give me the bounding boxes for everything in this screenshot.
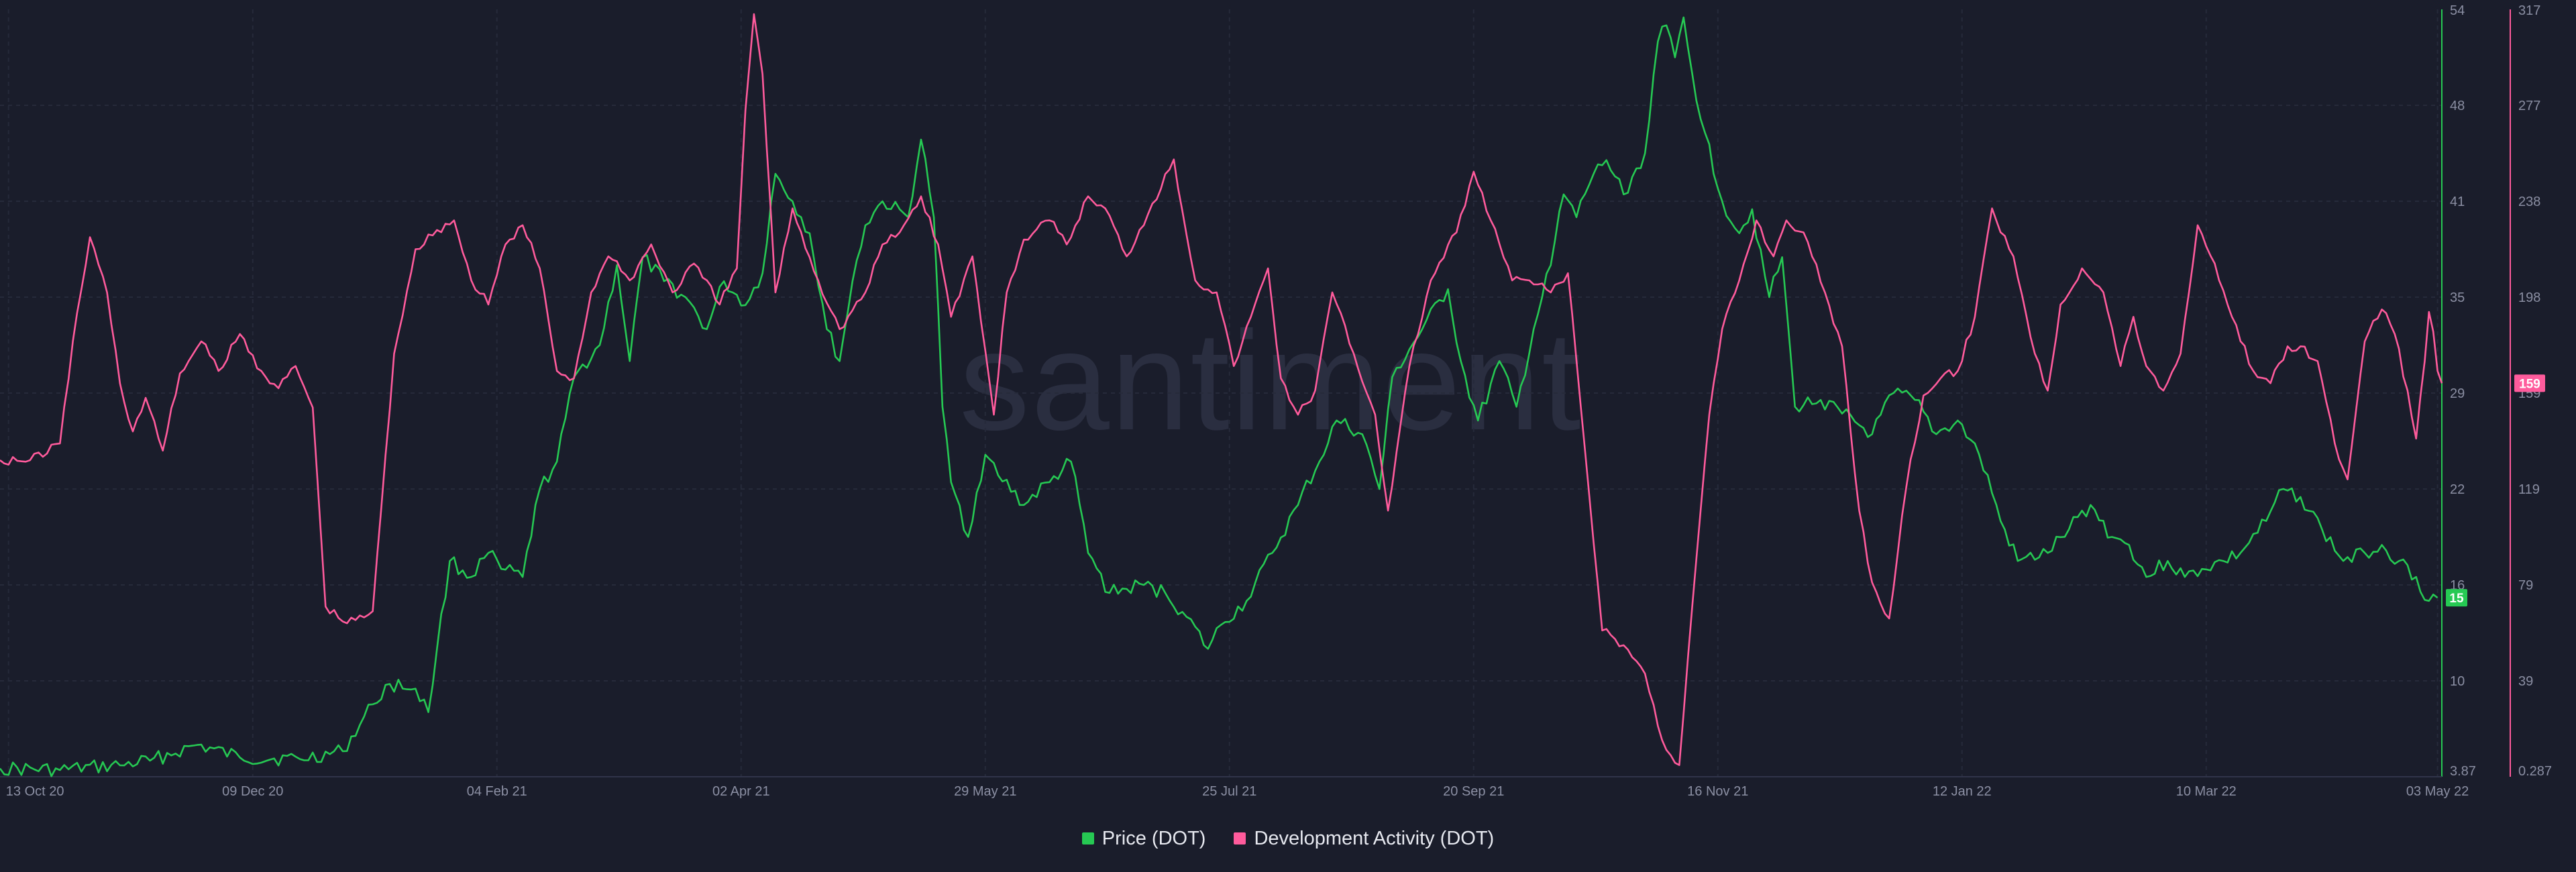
legend-label-dev-activity: Development Activity (DOT) xyxy=(1254,827,1495,849)
price-swatch-icon xyxy=(1081,832,1094,844)
price-axis-tick-label: 35 xyxy=(2450,290,2465,305)
price-axis-tick-label: 48 xyxy=(2450,99,2465,113)
price-axis-tick-label: 10 xyxy=(2450,674,2465,689)
dev-axis-tick-label: 238 xyxy=(2518,195,2540,209)
price-axis-tick-label: 22 xyxy=(2450,482,2465,497)
price-axis-tick-label: 54 xyxy=(2450,3,2465,18)
dev-axis-tick-label: 317 xyxy=(2518,3,2540,18)
price-axis-tick-label: 41 xyxy=(2450,195,2465,209)
dev-axis-tick-label: 277 xyxy=(2518,99,2540,113)
dev-axis-tick-label: 39 xyxy=(2518,674,2533,689)
x-axis-tick-label: 03 May 22 xyxy=(2406,784,2469,799)
current-value-badges: 15 159 xyxy=(2446,374,2545,607)
x-axis-tick-label: 29 May 21 xyxy=(954,784,1016,799)
x-axis-tick-label: 12 Jan 22 xyxy=(1933,784,1992,799)
x-axis-tick-label: 10 Mar 22 xyxy=(2176,784,2237,799)
dev-activity-swatch-icon xyxy=(1234,832,1246,844)
x-axis-tick-label: 09 Dec 20 xyxy=(222,784,283,799)
santiment-watermark: santiment xyxy=(959,302,1582,459)
legend-label-price: Price (DOT) xyxy=(1102,827,1206,849)
legend: Price (DOT) Development Activity (DOT) xyxy=(0,825,2576,852)
dev-axis-tick-label: 0.287 xyxy=(2518,764,2552,779)
x-axis-tick-label: 13 Oct 20 xyxy=(6,784,64,799)
price-axis-tick-label: 3.87 xyxy=(2450,764,2476,779)
dev-activity-current-value: 159 xyxy=(2519,377,2540,391)
grid-lines xyxy=(0,9,2442,777)
tick-labels: 54484135292216103.8731727723819815911979… xyxy=(6,3,2552,799)
price-current-value: 15 xyxy=(2449,592,2464,606)
legend-item-dev-activity[interactable]: Development Activity (DOT) xyxy=(1234,828,1494,850)
dev-activity-current-badge xyxy=(2514,374,2545,392)
dev-axis-tick-label: 119 xyxy=(2518,482,2540,497)
legend-item-price[interactable]: Price (DOT) xyxy=(1081,827,1206,850)
x-axis-tick-label: 16 Nov 21 xyxy=(1687,784,1748,799)
x-axis-tick-label: 04 Feb 21 xyxy=(467,784,527,799)
series-group xyxy=(0,13,2443,777)
dev-axis-tick-label: 198 xyxy=(2518,290,2540,305)
price-current-badge xyxy=(2446,589,2467,607)
x-axis-tick-label: 02 Apr 21 xyxy=(712,784,770,799)
axes xyxy=(0,9,2511,777)
x-axis-tick-label: 25 Jul 21 xyxy=(1202,784,1256,799)
x-axis-tick-label: 20 Sep 21 xyxy=(1443,784,1504,799)
dev-axis-tick-label: 79 xyxy=(2518,578,2533,593)
dev-activity-series-line xyxy=(0,13,2443,766)
price-series-line xyxy=(0,16,2438,777)
price-axis-tick-label: 29 xyxy=(2450,386,2465,401)
